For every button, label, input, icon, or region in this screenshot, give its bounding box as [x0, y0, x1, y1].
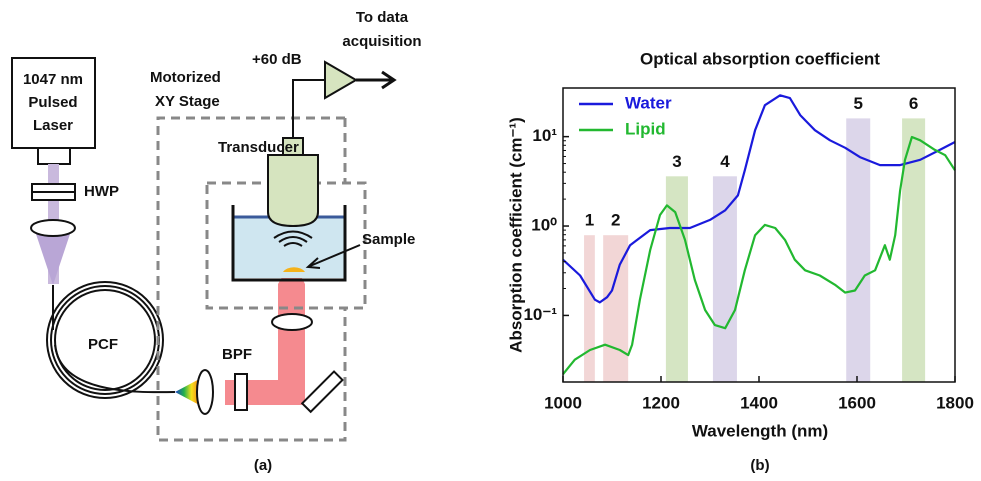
x-axis-label: Wavelength (nm): [692, 421, 828, 440]
amplifier-label: +60 dB: [252, 51, 302, 68]
wavelength-band: [846, 118, 871, 382]
water-tank: [233, 217, 345, 278]
data-line: [562, 94, 956, 304]
laser-label: Laser: [33, 117, 73, 134]
stage-label: Motorized: [150, 69, 221, 86]
laser-box: [11, 57, 96, 149]
caption: (b): [750, 457, 769, 474]
focus-beam: [34, 228, 72, 285]
band-label: 1: [585, 211, 594, 230]
sample: [283, 267, 305, 272]
setup-diagram: 1047 nm Pulsed Laser HWP PCF BPF M: [11, 9, 422, 474]
bpf-filter: [234, 373, 248, 411]
band-label: 6: [909, 94, 918, 113]
lens: [271, 313, 313, 331]
wavelength-band: [584, 235, 595, 382]
filtered-beam: [278, 284, 305, 405]
band-label: 4: [720, 152, 730, 171]
y-axis-label: Absorption coefficient (cm⁻¹): [506, 117, 525, 353]
tank-walls: [231, 205, 347, 282]
x-tick-label: 1000: [544, 393, 582, 412]
output-arrow: [356, 70, 397, 90]
stage-outline: [156, 116, 347, 442]
lens: [196, 369, 214, 415]
x-tick-label: 1200: [642, 393, 680, 412]
pcf-label: PCF: [88, 336, 118, 353]
sample-arrow: [305, 244, 361, 269]
x-tick-label: 1400: [740, 393, 778, 412]
lens: [30, 219, 76, 237]
fiber-coil: [46, 281, 176, 399]
data-line: [562, 135, 956, 375]
output-label: To data: [356, 9, 409, 26]
transducer-label: Transducer: [218, 139, 299, 156]
y-tick-label: 10¹: [532, 126, 557, 145]
sample-label: Sample: [362, 231, 415, 248]
x-tick-label: 1600: [838, 393, 876, 412]
laser-aperture: [37, 147, 71, 165]
legend-label: Water: [625, 93, 672, 112]
wavelength-band: [902, 118, 926, 382]
wavelength-band: [712, 176, 737, 382]
legend-label: Lipid: [625, 119, 666, 138]
laser-label: 1047 nm: [23, 71, 83, 88]
band-label: 5: [853, 94, 862, 113]
stage-label: XY Stage: [155, 93, 220, 110]
y-tick-label: 10⁰: [531, 216, 557, 235]
band-label: 2: [611, 211, 620, 230]
acoustic-waves: [273, 230, 313, 247]
amplifier: [324, 60, 358, 100]
signal-cable: [292, 79, 325, 138]
transducer: [267, 154, 319, 228]
band-label: 3: [672, 152, 681, 171]
mirror: [300, 370, 344, 414]
y-tick-label: 10⁻¹: [523, 305, 557, 324]
hwp-label: HWP: [84, 183, 119, 200]
caption: (a): [254, 457, 272, 474]
laser-label: Pulsed: [28, 94, 77, 111]
chart-title: Optical absorption coefficient: [640, 49, 880, 68]
x-tick-label: 1800: [936, 393, 974, 412]
wavelength-band: [603, 235, 629, 382]
bpf-label: BPF: [222, 346, 252, 363]
output-label: acquisition: [342, 33, 421, 50]
